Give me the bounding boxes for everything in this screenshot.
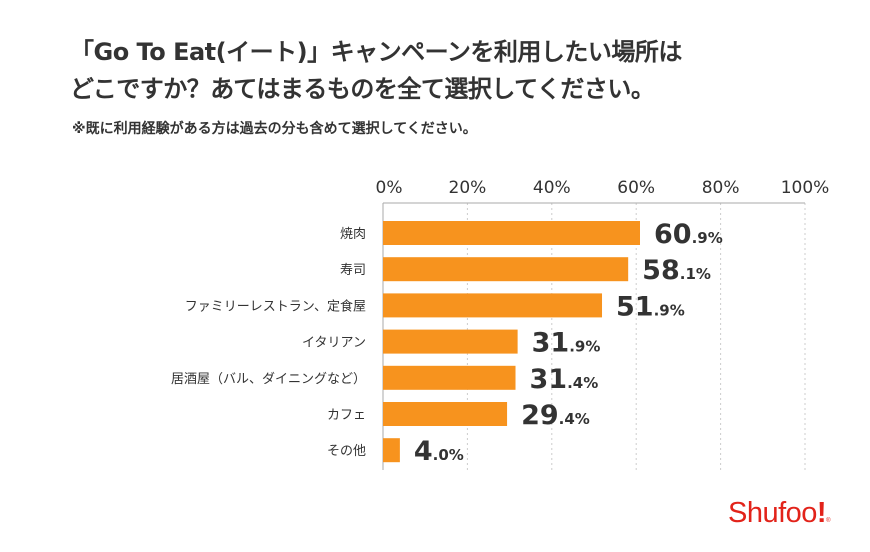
data-label: 29.4% [521,400,590,431]
bar [383,438,400,463]
category-label: 寿司 [340,263,366,278]
chart-title: 「Go To Eat(イート)」キャンペーンを利用したい場所は どこですか？あて… [70,34,682,108]
data-label: 60.9% [654,219,723,250]
category-label: その他 [327,444,366,459]
x-tick-label: 60% [617,178,655,198]
data-label: 4.0% [414,436,464,467]
bar [383,257,629,282]
data-label: 31.4% [530,364,599,395]
category-label: ファミリーレストラン、定食屋 [185,298,366,314]
category-label: 居酒屋（バル、ダイニングなど） [171,372,366,387]
bar [383,293,603,318]
shufoo-logo: Shufoo!® [728,497,831,529]
chart-subtitle: ※既に利用経験がある方は過去の分も含めて選択してください。 [72,121,477,137]
category-label: カフェ [327,408,366,423]
x-tick-label: 20% [449,178,487,198]
x-tick-label: 80% [702,178,740,198]
data-label: 31.9% [532,328,601,359]
title-line-2: どこですか？あてはまるものを全て選択してください。 [70,75,655,103]
title-line-1: 「Go To Eat(イート)」キャンペーンを利用したい場所は [70,38,682,66]
bar [383,221,640,245]
x-tick-label: 0% [376,178,403,198]
category-label: イタリアン [302,336,366,351]
bar [383,329,518,354]
bar [383,365,516,390]
bar [383,402,508,426]
category-label: 焼肉 [340,227,366,242]
data-label: 58.1% [642,255,711,286]
data-label: 51.9% [616,291,685,322]
x-tick-label: 100% [781,178,830,198]
x-tick-label: 40% [533,178,571,198]
